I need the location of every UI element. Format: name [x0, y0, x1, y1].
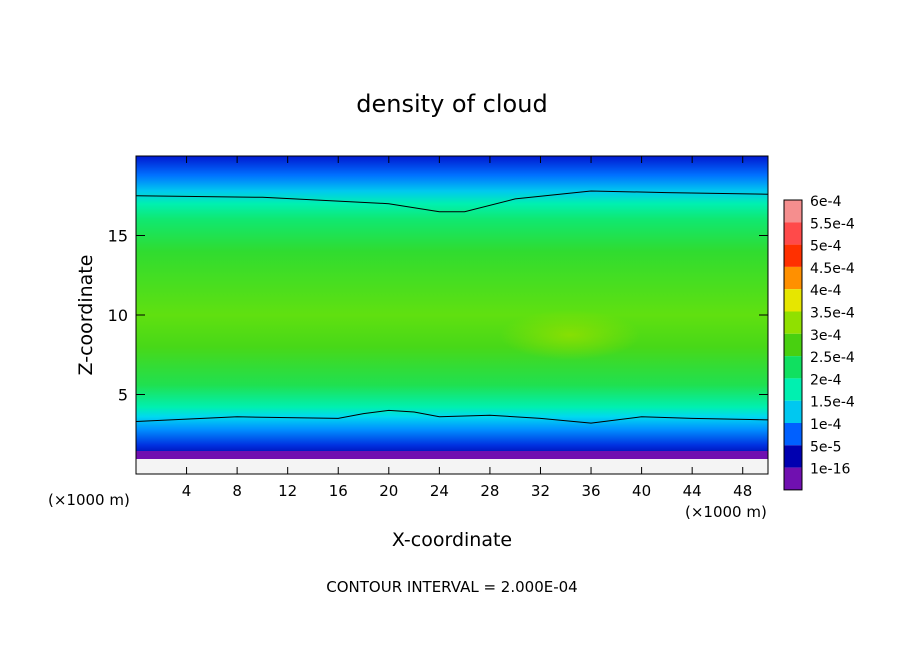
x-unit-label: (×1000 m) [48, 491, 130, 509]
x-tick-label: 16 [329, 482, 348, 500]
contour-line [136, 190, 768, 213]
bottom-band [136, 451, 768, 459]
colorbar-label: 1e-16 [810, 462, 850, 478]
y-tick-label: 5 [118, 386, 128, 405]
colorbar-swatch [784, 378, 802, 401]
ground [136, 459, 768, 474]
colorbar-label: 6e-4 [810, 194, 842, 210]
y-tick-label: 15 [108, 227, 128, 246]
colorbar-swatch [784, 423, 802, 446]
colorbar-swatch [784, 467, 802, 490]
density-field [136, 156, 768, 474]
x-tick-label: 28 [480, 482, 499, 500]
colorbar-swatch [784, 445, 802, 468]
colorbar-label: 4e-4 [810, 283, 842, 299]
x-tick-label: 20 [379, 482, 398, 500]
x-tick-label: 48 [733, 482, 752, 500]
colorbar-swatch [784, 289, 802, 312]
x-tick-label: 24 [430, 482, 449, 500]
x-unit-label-right: (×1000 m) [685, 503, 767, 521]
density-maximum-region [500, 310, 640, 360]
colorbar-label: 4.5e-4 [810, 261, 855, 277]
colorbar-label: 3e-4 [810, 328, 842, 344]
x-tick-label: 40 [632, 482, 651, 500]
colorbar-label: 1e-4 [810, 417, 842, 433]
chart-title: density of cloud [356, 90, 547, 118]
colorbar-swatch [784, 222, 802, 245]
colorbar-swatch [784, 311, 802, 334]
colorbar-label: 1.5e-4 [810, 395, 855, 411]
plot-area [135, 155, 769, 475]
colorbar-swatch [784, 356, 802, 379]
y-axis-label: Z-coordinate [75, 255, 97, 376]
contour-interval-note: CONTOUR INTERVAL = 2.000E-04 [326, 578, 577, 596]
colorbar-label: 5e-5 [810, 439, 841, 455]
colorbar-swatch [784, 244, 802, 267]
contour-line [136, 409, 768, 424]
colorbar: 6e-4 5.5e-4 5e-4 4.5e-4 4e-4 3.5e-4 3e-4 2.5e-4… [783, 194, 855, 491]
x-tick-label: 4 [182, 482, 192, 500]
x-tick-label: 36 [581, 482, 600, 500]
colorbar-frame [783, 199, 803, 491]
x-tick-label: 12 [278, 482, 297, 500]
x-tick-label: 32 [531, 482, 550, 500]
colorbar-label: 5.5e-4 [810, 216, 855, 232]
colorbar-swatch [784, 200, 802, 223]
colorbar-label: 5e-4 [810, 239, 842, 255]
colorbar-label: 3.5e-4 [810, 306, 855, 322]
colorbar-swatch [784, 333, 802, 357]
colorbar-label: 2e-4 [810, 372, 842, 388]
x-axis-label: X-coordinate [392, 529, 512, 551]
x-tick-label: 8 [232, 482, 242, 500]
y-axis: 5 10 15 [108, 227, 768, 405]
contour-lines [136, 190, 768, 424]
x-axis: 4 8 12 16 20 24 28 32 36 40 44 48 [182, 156, 752, 500]
colorbar-label: 2.5e-4 [810, 350, 855, 366]
x-tick-label: 44 [683, 482, 702, 500]
y-tick-label: 10 [108, 306, 128, 325]
colorbar-swatch [784, 266, 802, 290]
colorbar-swatch [784, 400, 802, 423]
